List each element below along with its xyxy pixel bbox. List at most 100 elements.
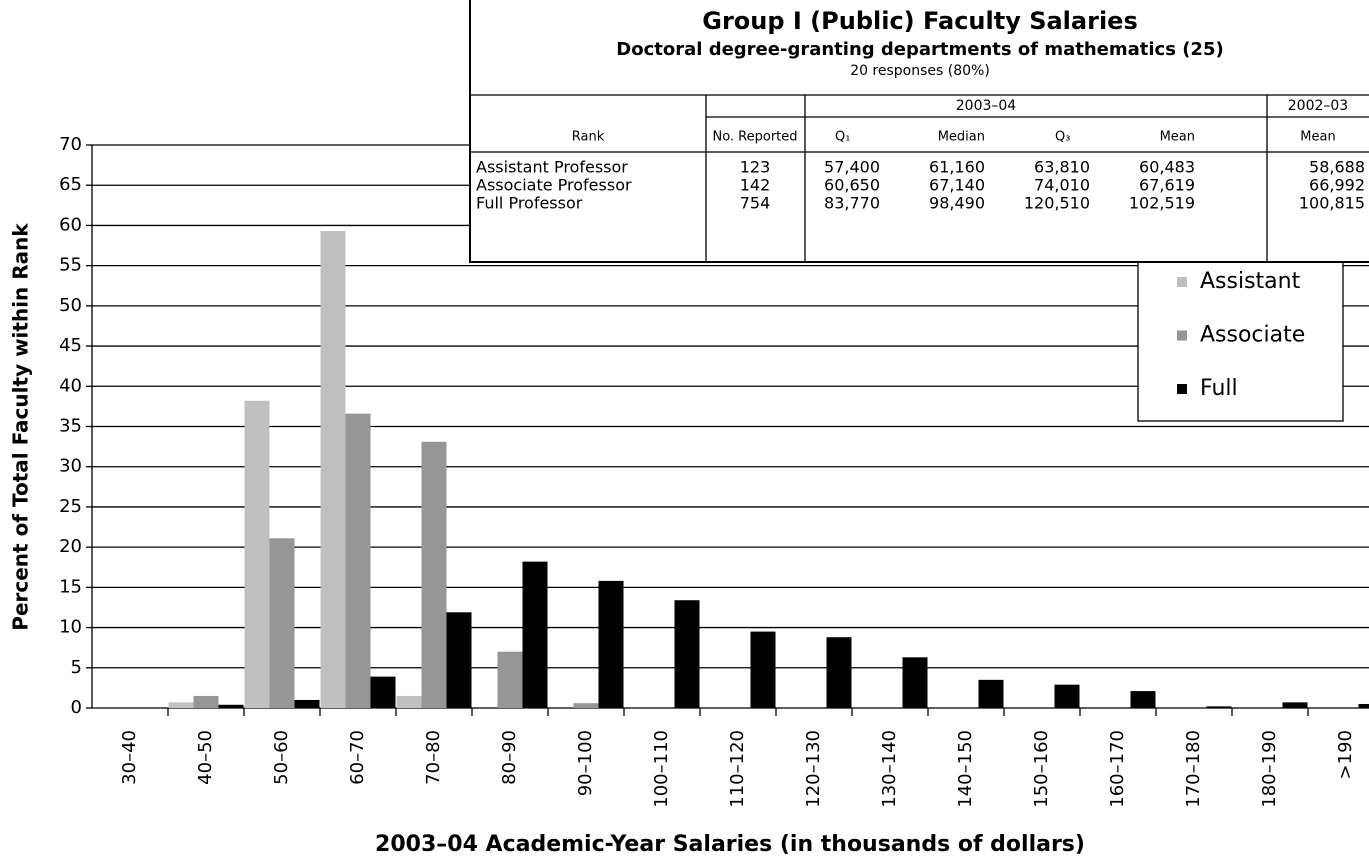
table-cell: 63,810 [1034, 158, 1090, 177]
bar [421, 441, 447, 708]
x-tick-label: 90–100 [575, 730, 596, 796]
bar [1282, 702, 1308, 708]
bar [193, 695, 219, 708]
x-tick-label: 40–50 [195, 730, 216, 785]
bar [244, 400, 270, 708]
legend-label: Associate [1200, 323, 1305, 348]
bar [294, 699, 320, 708]
bar [1206, 706, 1232, 708]
x-tick-label: 80–90 [499, 730, 520, 785]
table-column-header: Median [938, 130, 985, 145]
table-cell: 83,770 [824, 194, 880, 213]
x-tick-label: 150–160 [1031, 730, 1052, 808]
bar [674, 600, 700, 708]
bar [345, 413, 371, 708]
y-tick-label: 70 [59, 134, 82, 155]
table-cell: 98,490 [929, 194, 985, 213]
table-cell: Assistant Professor [476, 158, 628, 177]
y-tick-label: 10 [59, 617, 82, 638]
table-header: 2003–04 [956, 98, 1017, 114]
y-tick-label: 50 [59, 295, 82, 316]
table-cell: 74,010 [1034, 176, 1090, 195]
table-cell: 123 [740, 158, 771, 177]
table-column-header: No. Reported [712, 130, 797, 145]
y-tick-label: 30 [59, 456, 82, 477]
table-cell: 102,519 [1129, 194, 1195, 213]
table-title: Group I (Public) Faculty Salaries [702, 7, 1137, 35]
y-tick-label: 0 [71, 697, 82, 718]
table-cell: 120,510 [1024, 194, 1090, 213]
bar [168, 702, 194, 708]
table-cell: 60,483 [1139, 158, 1195, 177]
table-column-header: Q₁ [835, 130, 850, 145]
table-cell: Associate Professor [476, 176, 632, 195]
y-tick-label: 25 [59, 496, 82, 517]
x-tick-label: 60–70 [347, 730, 368, 785]
bar [978, 679, 1004, 708]
bar [1054, 684, 1080, 708]
table-box [469, 0, 1369, 263]
y-tick-label: 35 [59, 416, 82, 437]
legend-swatch [1177, 277, 1187, 287]
x-tick-label: 70–80 [423, 730, 444, 785]
table-cell: 67,619 [1139, 176, 1195, 195]
x-tick-label: 50–60 [271, 730, 292, 785]
table-responses: 20 responses (80%) [850, 63, 990, 79]
bar [750, 631, 776, 708]
table-cell: 57,400 [824, 158, 880, 177]
table-column-header: Mean [1160, 130, 1195, 145]
table-column-header: Mean [1300, 130, 1335, 145]
x-tick-label: 170–180 [1183, 730, 1204, 808]
bar [218, 704, 244, 708]
bar [269, 538, 295, 708]
y-axis-title: Percent of Total Faculty within Rank [9, 223, 33, 631]
bar [370, 676, 396, 708]
y-tick-label: 55 [59, 255, 82, 276]
x-tick-label: 140–150 [955, 730, 976, 808]
table-cell: 58,688 [1309, 158, 1365, 177]
x-tick-label: >190 [1335, 730, 1356, 779]
table-subtitle: Doctoral degree-granting departments of … [616, 39, 1223, 60]
table-column-header: Q₃ [1055, 130, 1070, 145]
bar [598, 580, 624, 708]
legend-label: Assistant [1200, 269, 1301, 294]
bar [396, 695, 422, 708]
bar [522, 561, 548, 708]
x-tick-label: 110–120 [727, 730, 748, 808]
bar [902, 657, 928, 708]
legend-swatch [1177, 330, 1187, 341]
table-column-header: Rank [572, 130, 605, 145]
y-tick-label: 15 [59, 576, 82, 597]
bar [573, 703, 599, 708]
x-tick-label: 160–170 [1107, 730, 1128, 808]
table-cell: 67,140 [929, 176, 985, 195]
table-header: 2002–03 [1288, 98, 1348, 114]
bar [826, 637, 852, 708]
bar [1358, 703, 1369, 708]
bar [497, 651, 523, 708]
bar [1130, 691, 1156, 708]
x-tick-label: 130–140 [879, 730, 900, 808]
legend-label: Full [1200, 376, 1238, 401]
y-tick-label: 20 [59, 536, 82, 557]
legend-swatch [1177, 384, 1187, 394]
y-tick-label: 40 [59, 375, 82, 396]
y-tick-label: 5 [71, 657, 82, 678]
table-cell: 66,992 [1309, 176, 1365, 195]
x-tick-label: 100–110 [651, 730, 672, 808]
table-cell: 100,815 [1299, 194, 1365, 213]
table-cell: 61,160 [929, 158, 985, 177]
legend-box [1137, 252, 1344, 422]
y-tick-label: 45 [59, 335, 82, 356]
bar [446, 612, 472, 708]
bar [320, 231, 346, 708]
x-axis-title: 2003–04 Academic-Year Salaries (in thous… [375, 832, 1085, 857]
table-cell: Full Professor [476, 194, 583, 213]
table-cell: 60,650 [824, 176, 880, 195]
x-tick-label: 30–40 [119, 730, 140, 785]
table-cell: 142 [740, 176, 771, 195]
x-tick-label: 120–130 [803, 730, 824, 808]
y-tick-label: 60 [59, 214, 82, 235]
